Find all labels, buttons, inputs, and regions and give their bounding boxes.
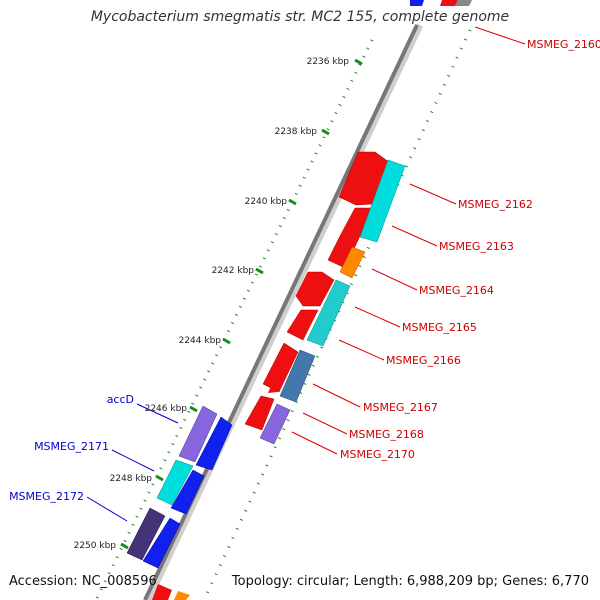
topology-text: Topology: circular; Length: 6,988,209 bp… (231, 574, 589, 589)
gene-block-cyan-msmeg-2171[interactable] (156, 459, 194, 506)
gene-label-msmeg-2165[interactable]: MSMEG_2165 (402, 321, 477, 334)
gene-block-cyan[interactable] (306, 279, 351, 347)
gene-arrow[interactable] (455, 0, 472, 6)
gene-label-msmeg-2170[interactable]: MSMEG_2170 (340, 448, 415, 461)
gene-arrow-msmeg-2167[interactable] (262, 342, 299, 393)
gene-arrow[interactable] (440, 0, 458, 6)
scale-tick (288, 198, 297, 206)
tick-label: 2236 kbp (307, 57, 350, 67)
gene-arrow[interactable] (152, 584, 172, 600)
scale-tick (189, 405, 198, 413)
scale-tick (255, 267, 264, 275)
gene-block-violet[interactable] (259, 403, 291, 445)
tick-label: 2250 kbp (74, 541, 117, 551)
gene-arrow-msmeg-2165[interactable] (295, 271, 335, 307)
tick-label: 2242 kbp (212, 266, 255, 276)
scale-tick (222, 337, 231, 345)
gene-block-violet-accd[interactable] (178, 405, 218, 463)
gene-label-msmeg-2166[interactable]: MSMEG_2166 (386, 354, 461, 367)
scale-tick (354, 58, 363, 66)
label-leaders (86, 26, 526, 522)
tick-label: 2248 kbp (110, 474, 153, 484)
gene-block-orange[interactable] (174, 591, 190, 600)
tick-label: 2240 kbp (245, 197, 288, 207)
gene-arrow[interactable] (268, 386, 278, 393)
scale-ticks (120, 58, 363, 550)
accession-text: Accession: NC_008596 (9, 574, 157, 589)
tick-labels: 2236 kbp 2238 kbp 2240 kbp 2242 kbp 2244… (74, 57, 350, 551)
gene-label-msmeg-2168[interactable]: MSMEG_2168 (349, 428, 424, 441)
gene-label-msmeg-2164[interactable]: MSMEG_2164 (419, 284, 494, 297)
gene-block-cyan[interactable] (359, 159, 406, 243)
gene-features (126, 0, 472, 600)
gene-arrow[interactable] (410, 0, 424, 6)
gene-arrow[interactable] (286, 309, 319, 341)
gene-label-accd[interactable]: accD (107, 393, 134, 406)
gene-label-msmeg-2171[interactable]: MSMEG_2171 (34, 440, 109, 453)
scale-tick (321, 128, 330, 136)
tick-label: 2244 kbp (179, 336, 222, 346)
gene-arrow-forward[interactable] (170, 469, 205, 515)
gene-block-steelblue[interactable] (279, 349, 316, 403)
map-title: Mycobacterium smegmatis str. MC2 155, co… (90, 9, 510, 25)
gene-label-msmeg-2162[interactable]: MSMEG_2162 (458, 198, 533, 211)
scale-tick (120, 542, 129, 550)
gene-label-msmeg-2167[interactable]: MSMEG_2167 (363, 401, 438, 414)
tick-label: 2246 kbp (145, 404, 188, 414)
gene-label-msmeg-2163[interactable]: MSMEG_2163 (439, 240, 514, 253)
gene-block-darkslate-msmeg-2172[interactable] (126, 507, 166, 561)
gene-arrow-forward[interactable] (142, 517, 181, 569)
gene-arrow-msmeg-2170[interactable] (244, 395, 275, 431)
gene-arrow-forward[interactable] (195, 416, 233, 471)
gene-block-orange[interactable] (339, 246, 366, 279)
gene-label-msmeg-2172[interactable]: MSMEG_2172 (9, 490, 84, 503)
genome-backbone-shadow (144, 23, 424, 600)
gene-arrow[interactable] (327, 207, 374, 269)
gene-label-msmeg-2160[interactable]: MSMEG_2160 (527, 38, 600, 51)
gene-labels: MSMEG_2160 MSMEG_2162 MSMEG_2163 MSMEG_2… (9, 38, 600, 503)
scale-tick (155, 474, 164, 482)
tick-label: 2238 kbp (275, 127, 318, 137)
